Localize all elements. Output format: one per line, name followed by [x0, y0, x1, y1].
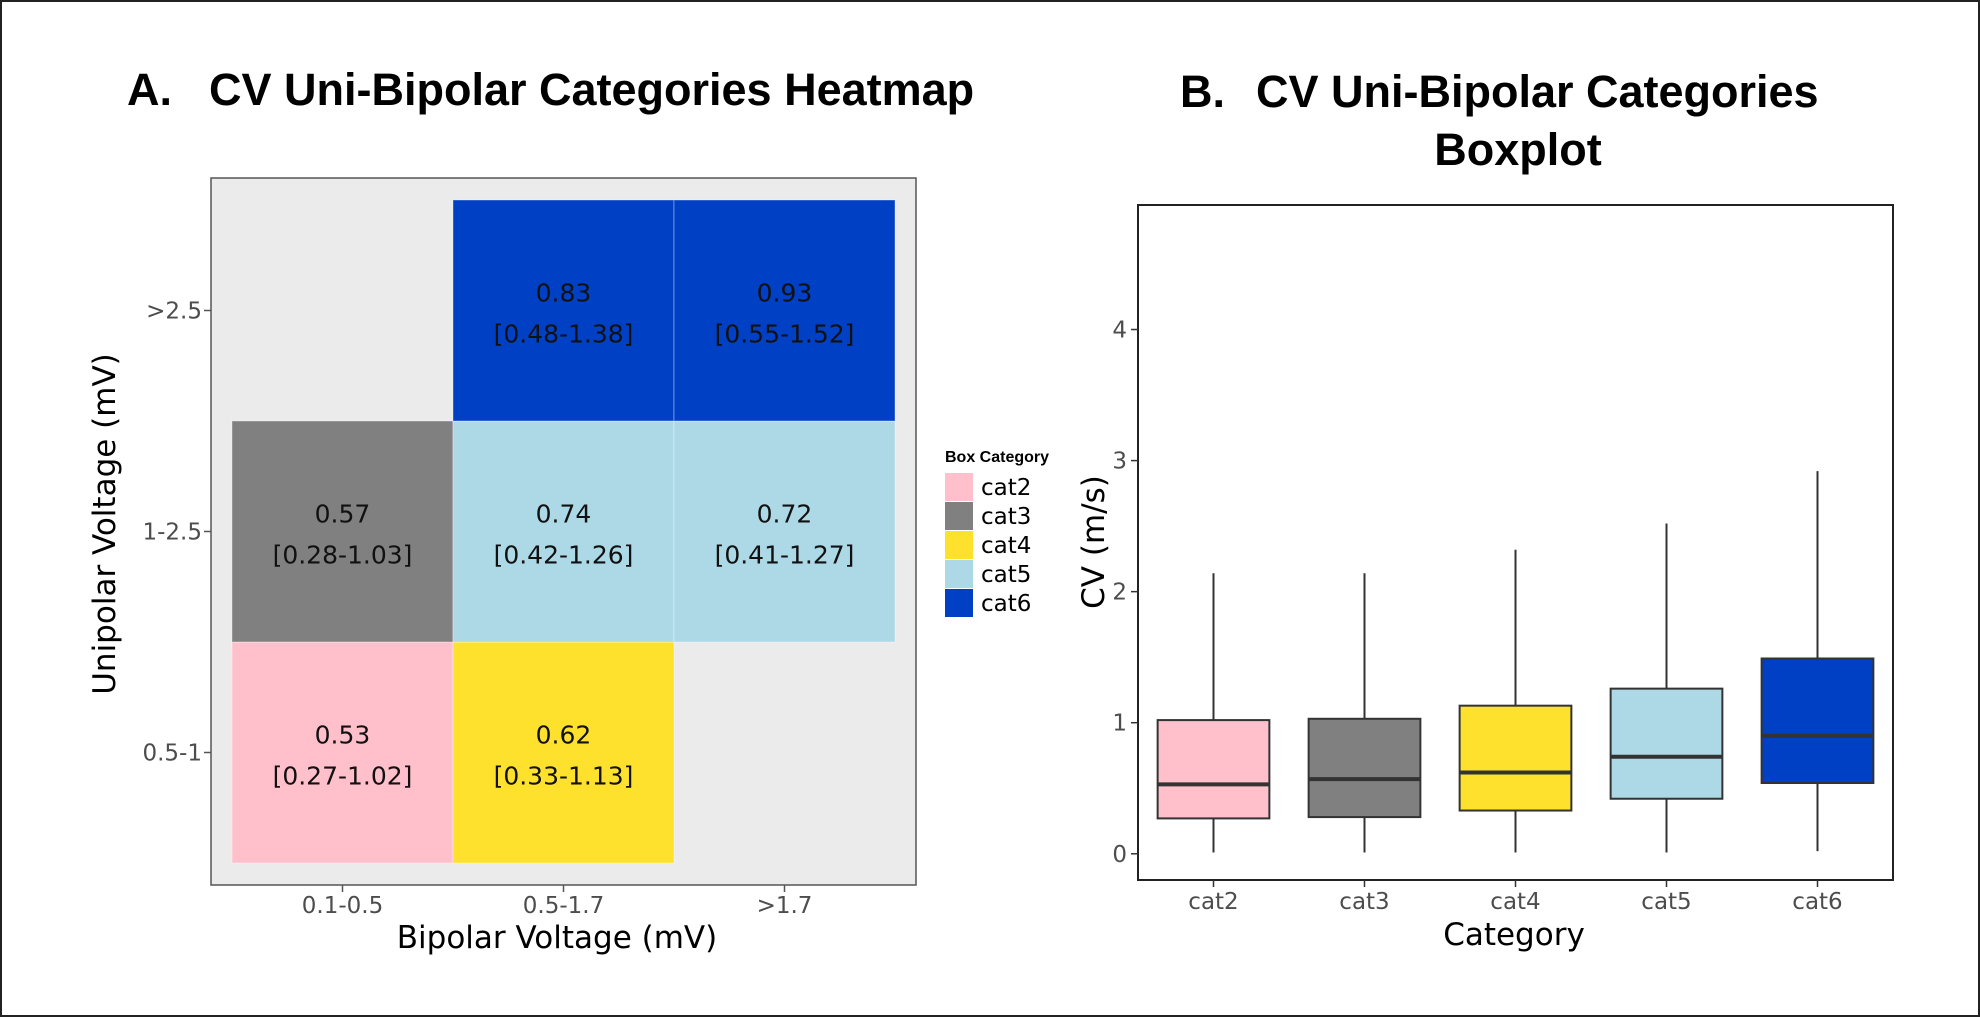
boxplot-y-tick-label: 3 [1112, 449, 1127, 475]
heatmap-cells: 0.53 [0.27-1.02] 0.62 [0.33-1.13] 0.57 [0.28-… [231, 199, 896, 864]
boxplot-y-tick-label: 2 [1112, 580, 1127, 606]
heatmap-cell-range: [0.42-1.26] [494, 541, 634, 570]
legend-swatch [945, 531, 973, 559]
heatmap-cell-cat5: 0.74 [0.42-1.26] [452, 420, 675, 643]
heatmap-cell-value: 0.83 [536, 279, 592, 308]
boxplot-iqr-box [1156, 719, 1271, 820]
legend-item-cat5: cat5 [945, 560, 1031, 588]
boxplot-x-tick-label: cat6 [1792, 889, 1842, 915]
heatmap-cell-cat2: 0.53 [0.27-1.02] [231, 641, 454, 864]
heatmap-cell-rect [673, 420, 896, 643]
boxplot-y-tick-label: 4 [1112, 318, 1127, 344]
boxplot-iqr-box [1609, 687, 1724, 800]
legend-swatch [945, 560, 973, 588]
heatmap-title: CV Uni-Bipolar Categories Heatmap [209, 64, 974, 115]
boxplot-x-axis-title: Category [1443, 917, 1585, 953]
heatmap-y-tick-label: 1-2.5 [142, 520, 202, 546]
heatmap-x-tick-label: 0.5-1.7 [523, 893, 604, 919]
heatmap-cell-range: [0.55-1.52] [715, 320, 855, 349]
heatmap-cell-value: 0.62 [536, 721, 592, 750]
boxplot-panel-label: B. [1180, 66, 1225, 117]
boxplot-y-ticks: 0 1 2 3 4 [1112, 318, 1138, 868]
heatmap-cell-cat4: 0.62 [0.33-1.13] [452, 641, 675, 864]
legend-label: cat4 [981, 533, 1031, 559]
boxplot-iqr-box [1458, 704, 1573, 812]
heatmap-panel-label: A. [127, 64, 172, 115]
heatmap-x-axis-title: Bipolar Voltage (mV) [397, 920, 717, 956]
heatmap-cell-rect [231, 420, 454, 643]
boxplot-y-tick-label: 0 [1112, 842, 1127, 868]
heatmap-y-tick-label: 0.5-1 [142, 741, 202, 767]
legend-item-cat2: cat2 [945, 473, 1031, 501]
boxplot-box-cat6 [1760, 471, 1875, 852]
heatmap-x-tick-label: 0.1-0.5 [302, 893, 383, 919]
legend-title: Box Category [945, 449, 1049, 466]
heatmap-cell-range: [0.48-1.38] [494, 320, 634, 349]
heatmap-cell-rect [452, 641, 675, 864]
heatmap-cell-value: 0.74 [536, 500, 592, 529]
boxplot-x-tick-label: cat2 [1188, 889, 1238, 915]
legend-label: cat6 [981, 591, 1031, 617]
boxplot-iqr-box [1307, 717, 1422, 819]
legend-item-cat3: cat3 [945, 502, 1031, 530]
legend-label: cat5 [981, 562, 1031, 588]
heatmap-x-tick-label: >1.7 [757, 893, 813, 919]
heatmap-cell-rect [452, 420, 675, 643]
legend-label: cat2 [981, 475, 1031, 501]
heatmap-x-ticks: 0.1-0.5 0.5-1.7 >1.7 [302, 885, 813, 919]
heatmap-cell-cat6: 0.93 [0.55-1.52] [673, 199, 896, 422]
legend-item-cat4: cat4 [945, 531, 1031, 559]
legend-swatch [945, 473, 973, 501]
heatmap-cell-rect [673, 199, 896, 422]
boxplot-x-ticks: cat2 cat3 cat4 cat5 cat6 [1188, 880, 1843, 915]
legend-label: cat3 [981, 504, 1031, 530]
heatmap-cell-value: 0.72 [757, 500, 813, 529]
heatmap-cell-rect [452, 199, 675, 422]
boxplot-x-tick-label: cat4 [1490, 889, 1540, 915]
heatmap-legend: Box Category cat2 cat3 cat4 cat5 cat6 [945, 449, 1049, 617]
boxplot-title-line-1: CV Uni-Bipolar Categories [1256, 66, 1819, 117]
heatmap-panel: A. CV Uni-Bipolar Categories Heatmap 0.5… [87, 64, 1049, 956]
heatmap-cell-range: [0.41-1.27] [715, 541, 855, 570]
heatmap-y-axis-title: Unipolar Voltage (mV) [87, 353, 123, 695]
heatmap-cell-rect [231, 641, 454, 864]
boxplot-box-cat4 [1458, 549, 1573, 853]
heatmap-cell-cat5: 0.72 [0.41-1.27] [673, 420, 896, 643]
legend-swatch [945, 502, 973, 530]
boxplot-y-axis-title: CV (m/s) [1076, 475, 1112, 609]
legend-item-cat6: cat6 [945, 589, 1031, 617]
boxplot-boxes [1156, 471, 1875, 853]
boxplot-x-tick-label: cat3 [1339, 889, 1389, 915]
legend-swatch [945, 589, 973, 617]
boxplot-title-line-2: Boxplot [1434, 124, 1601, 175]
heatmap-cell-cat3: 0.57 [0.28-1.03] [231, 420, 454, 643]
heatmap-y-tick-label: >2.5 [146, 299, 202, 325]
heatmap-cell-range: [0.28-1.03] [273, 541, 413, 570]
heatmap-y-ticks: 0.5-1 1-2.5 >2.5 [142, 299, 211, 767]
boxplot-iqr-box [1760, 657, 1875, 785]
heatmap-cell-value: 0.53 [315, 721, 371, 750]
boxplot-box-cat2 [1156, 573, 1271, 853]
heatmap-cell-value: 0.93 [757, 279, 813, 308]
boxplot-box-cat3 [1307, 573, 1422, 853]
heatmap-cell-cat6: 0.83 [0.48-1.38] [452, 199, 675, 422]
boxplot-box-cat5 [1609, 523, 1724, 853]
heatmap-cell-value: 0.57 [315, 500, 371, 529]
boxplot-x-tick-label: cat5 [1641, 889, 1691, 915]
boxplot-y-tick-label: 1 [1112, 711, 1127, 737]
boxplot-panel: B. CV Uni-Bipolar Categories Boxplot 0 1 2… [1076, 66, 1894, 953]
heatmap-cell-range: [0.27-1.02] [273, 762, 413, 791]
legend-items: cat2 cat3 cat4 cat5 cat6 [945, 473, 1031, 617]
heatmap-cell-range: [0.33-1.13] [494, 762, 634, 791]
